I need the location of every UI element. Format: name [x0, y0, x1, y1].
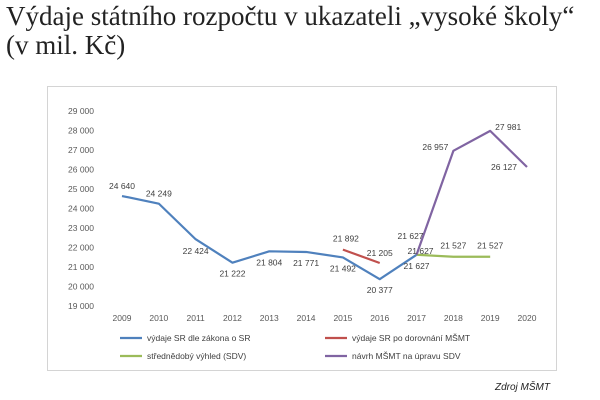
x-tick-label: 2019: [481, 313, 500, 323]
data-label: 21 492: [330, 263, 356, 273]
x-tick-label: 2015: [333, 313, 352, 323]
y-tick-label: 24 000: [68, 204, 94, 214]
series-line-4: [415, 129, 528, 256]
x-tick-label: 2011: [186, 313, 205, 323]
x-tick-label: 2012: [223, 313, 242, 323]
y-tick-label: 25 000: [68, 184, 94, 194]
legend-label-4: návrh MŠMT na úpravu SDV: [352, 351, 461, 361]
data-label: 27 981: [495, 122, 521, 132]
y-tick-label: 27 000: [68, 145, 94, 155]
data-label: 21 222: [219, 269, 245, 279]
x-tick-label: 2014: [297, 313, 316, 323]
legend-label-3: střednědobý výhled (SDV): [147, 351, 246, 361]
y-tick-label: 26 000: [68, 165, 94, 175]
x-tick-label: 2010: [149, 313, 168, 323]
data-label: 21 627: [398, 231, 424, 241]
data-label: 22 424: [183, 246, 209, 256]
source-note: Zdroj MŠMT: [495, 382, 550, 393]
y-tick-label: 23 000: [68, 223, 94, 233]
series-line-1: [121, 194, 418, 281]
y-tick-label: 28 000: [68, 126, 94, 136]
legend-label-1: výdaje SR dle zákona o SR: [147, 333, 250, 343]
data-label: 21 892: [333, 234, 359, 244]
data-label: 26 957: [422, 142, 448, 152]
y-tick-label: 19 000: [68, 301, 94, 311]
data-label: 24 249: [146, 189, 172, 199]
legend-label-2: výdaje SR po dorovnání MŠMT: [352, 333, 470, 343]
x-tick-label: 2017: [407, 313, 426, 323]
x-tick-label: 2009: [113, 313, 132, 323]
data-label: 26 127: [491, 162, 517, 172]
chart-frame: [47, 86, 557, 371]
data-label: 21 627: [408, 246, 434, 256]
data-label: 21 627: [404, 261, 430, 271]
data-label: 20 377: [367, 285, 393, 295]
y-tick-label: 29 000: [68, 106, 94, 116]
series-line-3: [416, 253, 491, 258]
y-tick-label: 21 000: [68, 262, 94, 272]
data-label: 21 771: [293, 258, 319, 268]
x-tick-label: 2013: [260, 313, 279, 323]
series-line-2: [342, 248, 381, 265]
data-label: 21 804: [256, 257, 282, 267]
y-tick-label: 22 000: [68, 243, 94, 253]
data-label: 21 527: [440, 241, 466, 251]
chart-title: Výdaje státního rozpočtu v ukazateli „vy…: [6, 1, 575, 60]
data-label: 24 640: [109, 181, 135, 191]
data-label: 21 527: [477, 241, 503, 251]
x-tick-label: 2020: [518, 313, 537, 323]
x-tick-label: 2016: [370, 313, 389, 323]
x-tick-label: 2018: [444, 313, 463, 323]
data-label: 21 205: [367, 248, 393, 258]
y-tick-label: 20 000: [68, 282, 94, 292]
